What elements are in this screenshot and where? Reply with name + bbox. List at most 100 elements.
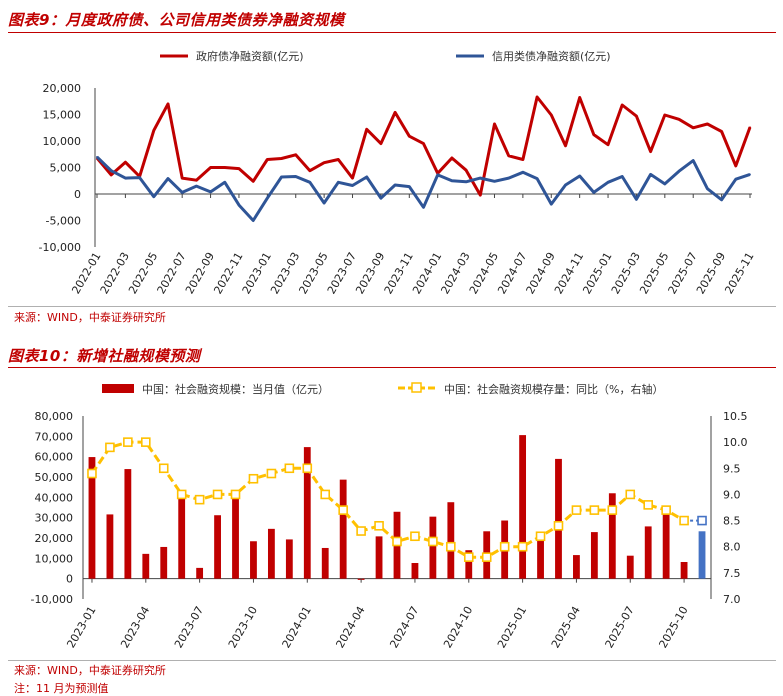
data-point — [380, 142, 382, 145]
data-point — [223, 181, 226, 184]
line-marker — [194, 494, 205, 505]
y-tick-label: 50,000 — [35, 471, 74, 484]
line-marker — [320, 489, 331, 500]
data-point — [280, 176, 283, 178]
data-point — [309, 181, 311, 184]
data-point — [195, 185, 198, 187]
bar — [321, 547, 329, 579]
data-point — [209, 190, 212, 193]
data-point — [507, 154, 510, 157]
figure9-chart: 政府债净融资额(亿元) 信用类债净融资额(亿元) -10,000 -5,000 0 5,0… — [39, 49, 757, 296]
y2-tick-label: 7.0 — [723, 593, 741, 606]
data-point — [578, 175, 581, 177]
data-point — [635, 198, 638, 201]
data-point — [422, 142, 425, 145]
data-point — [380, 197, 382, 200]
bar — [608, 493, 616, 579]
bar — [106, 514, 114, 579]
data-point — [450, 179, 453, 182]
y-tick-label: 20,000 — [35, 532, 74, 545]
data-point — [365, 176, 368, 178]
y2-tick-label: 7.5 — [723, 567, 741, 580]
bar — [662, 506, 670, 579]
figure10-bottom-rule — [8, 660, 776, 661]
bar — [267, 528, 275, 579]
data-point — [536, 177, 538, 180]
data-point — [592, 191, 595, 194]
data-point — [521, 158, 524, 161]
data-point — [465, 169, 467, 172]
bar — [447, 502, 455, 579]
data-point — [734, 165, 737, 167]
y2-tick-label: 10.5 — [723, 410, 748, 423]
data-point — [550, 203, 553, 205]
legend-label-1: 政府债净融资额(亿元) — [196, 49, 304, 63]
line-marker — [428, 536, 438, 547]
line-marker — [679, 515, 689, 526]
data-point — [110, 169, 113, 172]
data-point — [223, 166, 226, 169]
line-marker — [481, 552, 492, 562]
line-marker — [625, 489, 636, 500]
line-marker — [571, 505, 582, 515]
data-point — [252, 180, 255, 183]
figure10-note: 注：11 月为预测值 — [14, 682, 109, 695]
line-marker — [141, 437, 151, 447]
series-line — [90, 440, 685, 559]
y2-tick-label: 9.5 — [723, 462, 741, 475]
data-point — [706, 123, 709, 125]
bar — [626, 555, 634, 579]
data-point — [536, 96, 538, 98]
x-tick-label: 2023-04 — [118, 604, 152, 650]
line-marker — [158, 463, 169, 474]
line-marker — [661, 505, 671, 515]
data-point — [294, 153, 297, 156]
data-point — [578, 96, 581, 99]
line-marker — [356, 526, 366, 536]
legend-swatch-bar — [102, 384, 134, 393]
x-tick-label: 2025-10 — [656, 604, 690, 650]
y2-tick-label: 10.0 — [723, 436, 748, 449]
line-marker — [463, 552, 474, 562]
line-marker — [105, 442, 115, 453]
figure9-title-rule — [8, 32, 776, 33]
data-point — [678, 170, 680, 173]
legend-swatch-marker — [411, 382, 422, 393]
data-point — [592, 133, 595, 136]
data-point — [465, 180, 467, 183]
data-point — [493, 180, 496, 183]
x-tick-label: 2023-07 — [172, 604, 206, 650]
line-marker — [499, 541, 510, 552]
data-point — [167, 177, 169, 180]
data-point — [564, 184, 567, 186]
figure10-title: 图表10：新增社融规模预测 — [8, 347, 201, 365]
bar — [537, 532, 544, 579]
bar — [142, 553, 150, 579]
figure9-title: 图表9：月度政府债、公司信用类债券净融资规模 — [8, 11, 345, 29]
y-tick-label: 30,000 — [35, 512, 74, 525]
line-marker — [446, 541, 456, 552]
line-marker — [553, 521, 564, 531]
bar — [232, 494, 239, 579]
data-point — [607, 181, 609, 184]
data-point — [607, 143, 609, 146]
data-point — [692, 126, 695, 129]
data-point — [238, 204, 240, 207]
data-point — [408, 185, 411, 188]
line-marker — [230, 489, 241, 500]
x-tick-label: 2025-07 — [603, 604, 637, 650]
data-point — [209, 166, 212, 169]
figure10-title-rule — [8, 367, 776, 368]
data-point — [138, 176, 141, 179]
data-point — [124, 161, 127, 164]
bar — [465, 550, 473, 579]
data-point — [749, 126, 751, 129]
x-tick-label: 2023-10 — [226, 604, 260, 650]
data-point — [394, 184, 397, 186]
legend-label-bar: 中国：社会融资规模：当月值（亿元） — [142, 382, 329, 396]
y-tick-label: 80,000 — [35, 410, 74, 423]
line-marker — [589, 505, 600, 515]
data-point — [181, 191, 184, 194]
x-tick-label: 2024-01 — [280, 604, 314, 650]
